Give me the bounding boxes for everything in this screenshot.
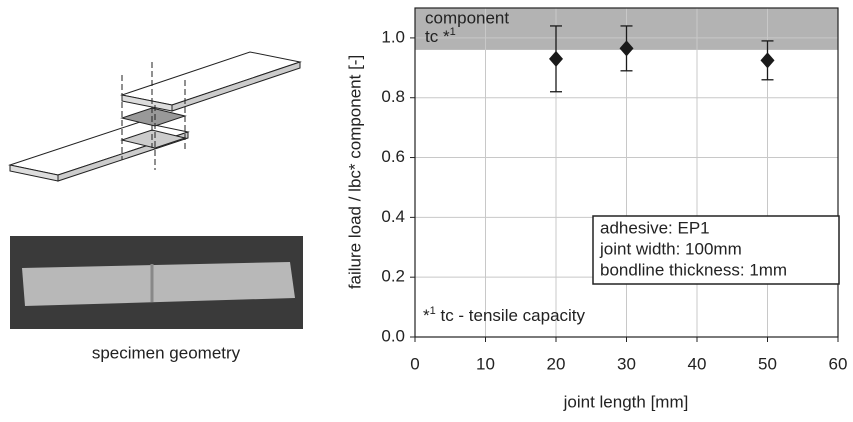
x-tick-label: 20 (547, 354, 566, 373)
y-tick-label: 0.6 (381, 147, 405, 166)
band-label: tc *1 (425, 26, 456, 47)
specimen-drawing (8, 51, 302, 182)
footnote-number: 1 (430, 305, 436, 317)
x-tick-label: 30 (617, 354, 636, 373)
x-tick-label: 40 (688, 354, 707, 373)
x-tick-label: 60 (829, 354, 848, 373)
info-text: adhesive: EP1 (600, 218, 710, 237)
data-point (549, 50, 563, 67)
footnote-mark: * (443, 27, 450, 46)
y-tick-label: 0.2 (381, 267, 405, 286)
band-label: component (425, 8, 509, 27)
plot-frame (414, 7, 839, 338)
x-tick-label: 10 (476, 354, 495, 373)
specimen-photo (10, 236, 303, 329)
y-tick-label: 1.0 (381, 27, 405, 46)
footnote: *1 tc - tensile capacity (423, 305, 586, 326)
y-tick-label: 0.8 (381, 87, 405, 106)
caption: specimen geometry (92, 343, 241, 362)
y-axis-label: failure load / lbc* component [-] (345, 55, 364, 289)
band-label-text: tc (425, 27, 439, 46)
footnote-number: 1 (450, 26, 456, 38)
y-tick-label: 0.0 (381, 326, 405, 345)
data-point (760, 52, 775, 69)
info-box (592, 215, 840, 285)
footnote-text: tc - tensile capacity (436, 306, 586, 325)
x-tick-label: 50 (758, 354, 777, 373)
x-tick-label: 0 (410, 354, 419, 373)
footnote-mark: * (423, 306, 430, 325)
data-point (619, 40, 634, 57)
info-text: bondline thickness: 1mm (600, 260, 787, 279)
x-axis-label: joint length [mm] (563, 392, 689, 411)
y-tick-label: 0.4 (381, 207, 405, 226)
info-text: joint width: 100mm (599, 239, 742, 258)
